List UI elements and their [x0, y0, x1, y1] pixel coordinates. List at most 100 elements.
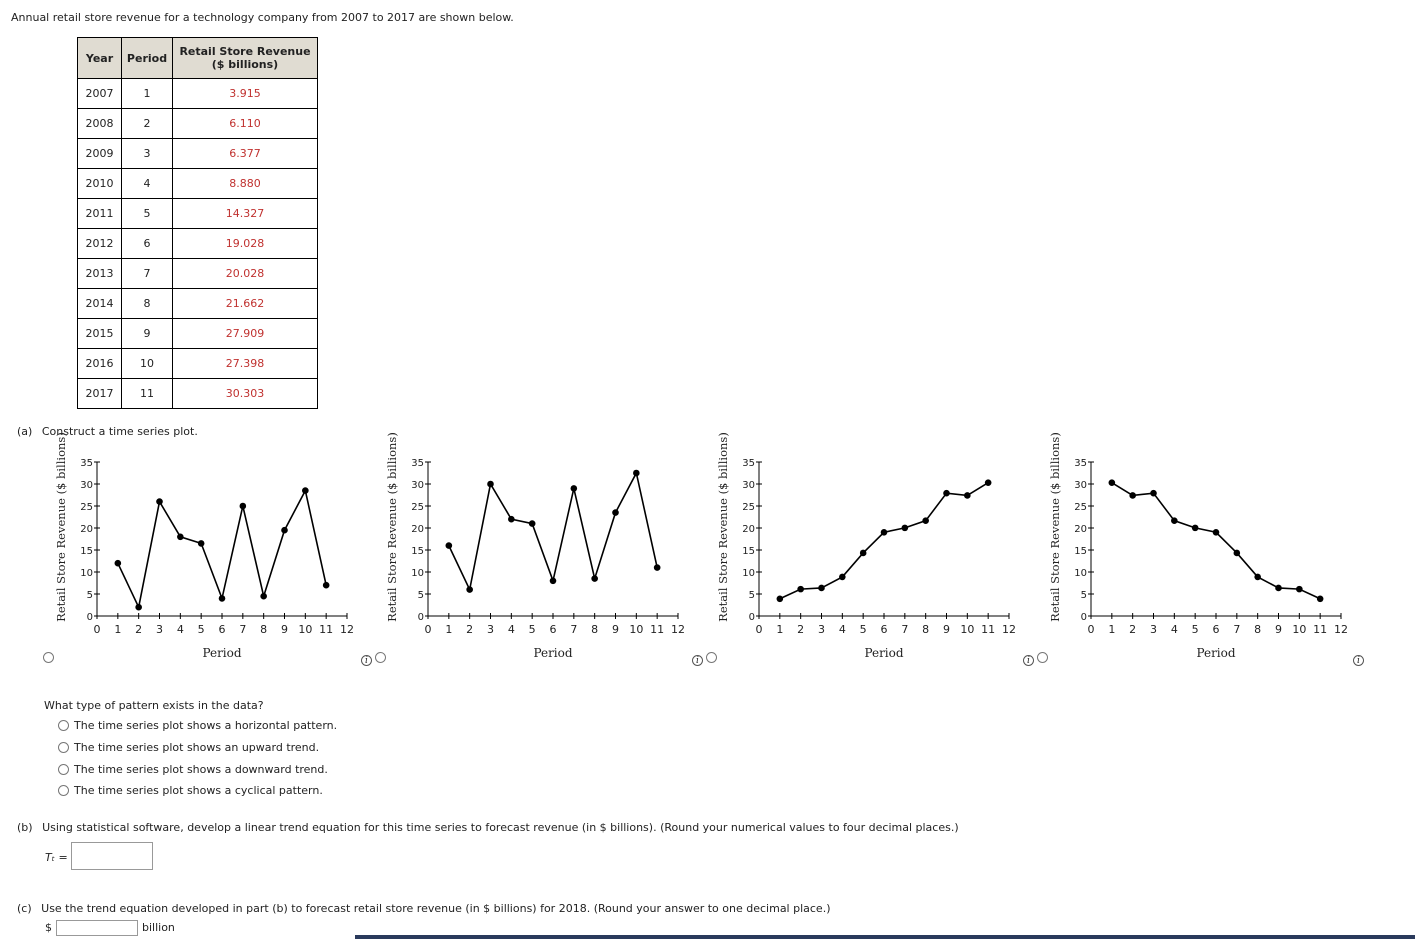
y-tick-label: 25 — [80, 502, 93, 513]
data-point — [1275, 584, 1282, 592]
data-point — [776, 595, 784, 603]
y-tick-label: 15 — [1074, 546, 1087, 557]
part-c-prompt: (c) Use the trend equation developed in … — [17, 902, 831, 915]
pattern-option-downward[interactable]: The time series plot shows a downward tr… — [58, 763, 328, 776]
x-tick-label: 10 — [629, 623, 643, 636]
pattern-option-horizontal[interactable]: The time series plot shows a horizontal … — [58, 719, 337, 732]
chart-option-3-radio[interactable] — [706, 652, 717, 663]
radio-button[interactable] — [58, 785, 69, 796]
x-tick-label: 10 — [960, 623, 974, 636]
y-tick-label: 25 — [1074, 502, 1087, 513]
y-tick-label: 5 — [87, 590, 93, 601]
x-tick-label: 7 — [239, 623, 246, 636]
info-icon[interactable]: i — [361, 655, 372, 666]
pattern-option-upward[interactable]: The time series plot shows an upward tre… — [58, 741, 319, 754]
series-line — [779, 481, 989, 600]
revenue-table: Year Period Retail Store Revenue ($ bill… — [77, 37, 318, 409]
x-tick-label: 8 — [922, 623, 929, 636]
radio-button[interactable] — [58, 742, 69, 753]
info-icon[interactable]: i — [692, 655, 703, 666]
x-tick-label: 5 — [529, 623, 536, 636]
trend-equation-input[interactable] — [71, 842, 153, 870]
table-row: 2012 6 19.028 — [77, 228, 318, 259]
revenue-header: Retail Store Revenue ($ billions) — [172, 37, 318, 79]
data-point — [1296, 585, 1303, 593]
pattern-option-cyclical[interactable]: The time series plot shows a cyclical pa… — [58, 784, 323, 797]
data-point — [445, 542, 453, 549]
y-tick-label: 10 — [80, 568, 93, 579]
series-line — [448, 470, 658, 593]
part-a-label: (a) — [17, 425, 33, 438]
x-tick-label: 0 — [94, 623, 101, 636]
chart-option-4-radio[interactable] — [1037, 652, 1048, 663]
y-tick-label: 5 — [1081, 590, 1087, 601]
x-axis-label: Period — [1196, 646, 1235, 660]
radio-button[interactable] — [58, 720, 69, 731]
x-tick-label: 2 — [797, 623, 804, 636]
pattern-question: What type of pattern exists in the data? — [44, 699, 264, 712]
year-cell: 2008 — [77, 108, 122, 139]
y-axis-label: Retail Store Revenue ($ billions) — [1048, 432, 1062, 622]
x-tick-label: 7 — [1233, 623, 1240, 636]
x-tick-label: 6 — [881, 623, 888, 636]
data-point — [859, 549, 867, 557]
option-label: The time series plot shows a horizontal … — [74, 719, 338, 732]
x-tick-label: 12 — [340, 623, 354, 636]
x-tick-label: 6 — [219, 623, 226, 636]
info-icon[interactable]: i — [1023, 655, 1034, 666]
y-tick-label: 10 — [742, 568, 755, 579]
data-point — [302, 487, 309, 494]
table-row: 2015 9 27.909 — [77, 318, 318, 349]
x-tick-label: 3 — [487, 623, 494, 636]
period-cell: 6 — [121, 228, 173, 259]
y-tick-label: 30 — [1074, 480, 1087, 491]
period-cell: 3 — [121, 138, 173, 169]
option-label: The time series plot shows an upward tre… — [74, 741, 320, 754]
x-tick-label: 5 — [860, 623, 867, 636]
currency-symbol: $ — [45, 921, 52, 934]
x-tick-label: 1 — [776, 623, 783, 636]
data-point — [1316, 595, 1324, 603]
x-tick-label: 12 — [1002, 623, 1016, 636]
radio-button[interactable] — [58, 764, 69, 775]
data-point — [281, 526, 288, 534]
data-point — [114, 559, 122, 567]
data-point — [177, 533, 184, 541]
y-tick-label: 20 — [411, 524, 424, 535]
year-cell: 2010 — [77, 168, 122, 199]
year-cell: 2015 — [77, 318, 122, 349]
data-point — [156, 498, 163, 505]
table-row: 2014 8 21.662 — [77, 288, 318, 319]
period-cell: 5 — [121, 198, 173, 229]
data-point — [1233, 549, 1241, 557]
table-row: 2008 2 6.110 — [77, 108, 318, 139]
data-point — [1129, 492, 1136, 499]
y-tick-label: 0 — [749, 612, 755, 623]
x-tick-label: 10 — [298, 623, 312, 636]
part-b-text: Using statistical software, develop a li… — [42, 821, 959, 834]
x-tick-label: 5 — [1192, 623, 1199, 636]
x-tick-label: 4 — [508, 623, 515, 636]
data-point — [922, 517, 929, 524]
y-tick-label: 15 — [742, 546, 755, 557]
data-point — [818, 584, 825, 592]
data-point — [322, 581, 330, 589]
y-tick-label: 35 — [1074, 458, 1087, 469]
intro-text: Annual retail store revenue for a techno… — [11, 11, 514, 24]
x-axis-label: Period — [864, 646, 903, 660]
revenue-header-line2: ($ billions) — [211, 58, 279, 71]
x-tick-label: 1 — [1108, 623, 1115, 636]
chart-option-1-radio[interactable] — [43, 652, 54, 663]
y-tick-label: 30 — [80, 480, 93, 491]
info-icon[interactable]: i — [1353, 655, 1364, 666]
time-series-chart-4: 0 1 2 3 4 5 6 7 8 9 10 11 1205101520253035PeriodReta… — [1048, 432, 1348, 660]
time-series-chart-2: 0 1 2 3 4 5 6 7 8 9 10 11 1205101520253035PeriodReta… — [385, 432, 685, 660]
revenue-cell: 6.110 — [172, 108, 318, 139]
data-point — [508, 515, 515, 523]
y-axis-label: Retail Store Revenue ($ billions) — [385, 432, 399, 622]
data-point — [880, 528, 888, 536]
period-cell: 1 — [121, 78, 173, 109]
forecast-input[interactable] — [56, 920, 138, 936]
chart-option-2-radio[interactable] — [375, 652, 386, 663]
part-a-text: Construct a time series plot. — [41, 425, 198, 438]
